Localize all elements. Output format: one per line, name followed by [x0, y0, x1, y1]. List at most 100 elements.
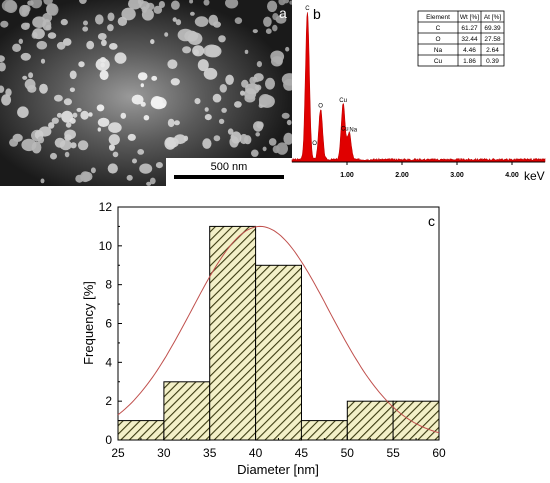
y-tick-label: 2 [105, 394, 112, 408]
sem-particle [121, 7, 136, 21]
sem-particle [251, 149, 259, 157]
histogram-bar [300, 420, 348, 441]
sem-particle [218, 118, 225, 124]
panel-letter-a: a [279, 5, 287, 21]
sem-particle [218, 35, 226, 43]
histogram-bar [163, 381, 211, 441]
element-table-value: 27.58 [484, 36, 501, 43]
element-table-value: 32.44 [461, 36, 478, 43]
element-table: Element Wt [%] At [%] C 61.27 69.39 O 32.44 27.5… [417, 10, 505, 67]
x-tick-label: 25 [111, 446, 125, 460]
y-tick-label: 12 [99, 200, 113, 214]
eds-tick-label: 3.00 [450, 172, 464, 179]
element-table-value: C [436, 25, 441, 32]
sem-particle [127, 133, 136, 141]
histogram-bar [209, 225, 257, 441]
sem-particle [117, 16, 128, 26]
sem-particle [48, 122, 55, 129]
sem-particle [263, 16, 272, 27]
sem-particle [24, 22, 30, 27]
sem-particle [272, 24, 278, 32]
sem-particle [37, 136, 45, 144]
sem-particle [108, 122, 122, 133]
sem-particle [40, 178, 45, 184]
eds-peak-label: Cu [339, 98, 347, 104]
sem-particle [267, 0, 278, 12]
sem-particle [9, 138, 19, 147]
sem-particle [114, 52, 127, 64]
sem-particle [42, 19, 52, 31]
sem-particle [88, 112, 93, 117]
sem-particle [244, 93, 256, 103]
sem-particle [137, 72, 148, 81]
sem-particle [90, 167, 96, 174]
sem-particle [140, 83, 144, 88]
sem-particle [245, 83, 260, 95]
sem-particle [20, 52, 31, 61]
sem-particle [107, 24, 114, 32]
sem-particle [278, 0, 286, 6]
sem-particle [171, 0, 180, 10]
sem-particle [80, 110, 89, 120]
x-tick-label: 30 [157, 446, 171, 460]
sem-particle [219, 84, 227, 93]
sem-particle [271, 56, 283, 67]
sem-particle [213, 135, 221, 142]
y-tick-label: 8 [105, 278, 112, 292]
element-table-value: 1.86 [463, 58, 476, 65]
sem-particle [150, 39, 155, 45]
sem-particle [203, 44, 220, 58]
element-table-value: O [435, 36, 440, 43]
element-table-value: 2.64 [486, 47, 499, 54]
sem-particle [289, 0, 292, 5]
sem-particle [167, 118, 175, 128]
element-table-value: 61.27 [461, 25, 478, 32]
element-table-value: Na [434, 47, 443, 54]
eds-peak-label: O [318, 104, 323, 110]
sem-particle [225, 0, 239, 9]
histogram-bars [117, 225, 440, 441]
sem-particle [97, 117, 110, 127]
element-table-header: Element [426, 14, 450, 21]
sem-particle [69, 117, 76, 124]
element-table-frame [417, 10, 505, 67]
sem-particle [101, 39, 107, 47]
y-axis-label: Frequency [%] [81, 281, 96, 365]
element-table-header: At [%] [484, 14, 502, 21]
sem-particle [158, 1, 165, 8]
sem-particle [140, 101, 146, 107]
sem-particle [281, 112, 290, 119]
sem-particle [231, 131, 242, 144]
x-tick-label: 50 [341, 446, 355, 460]
sem-particle [56, 112, 63, 118]
sem-particle [70, 142, 77, 149]
histogram-bar [117, 420, 165, 441]
sem-particle [197, 59, 209, 72]
element-table-header: Wt [%] [460, 14, 479, 21]
sem-particle [239, 133, 249, 145]
element-table-value: 0.39 [486, 58, 499, 65]
sem-particle [51, 117, 59, 124]
histogram-bar [392, 400, 440, 441]
sem-particle [0, 62, 6, 72]
sem-particle [234, 101, 242, 108]
sem-particle [146, 181, 152, 186]
sem-particle [194, 16, 209, 27]
sem-particle [285, 46, 290, 52]
sem-particle [132, 158, 137, 164]
sem-particle [182, 46, 192, 54]
sem-particle [54, 137, 66, 148]
eds-x-unit: keV [524, 169, 545, 183]
sem-particles [0, 0, 292, 186]
sem-particle [262, 146, 267, 152]
sem-particle [40, 58, 46, 64]
sem-particle [227, 128, 234, 135]
y-axis-ticks: 0 2 4 6 8 10 12 [99, 200, 122, 447]
sem-particle [64, 151, 70, 158]
sem-particle [137, 0, 144, 5]
sem-particle [112, 151, 119, 158]
sem-particle [72, 112, 78, 118]
sem-particle [95, 58, 110, 71]
panel-letter-b: b [313, 6, 321, 22]
x-axis-ticks: 25 30 35 40 45 50 55 60 [111, 436, 446, 460]
